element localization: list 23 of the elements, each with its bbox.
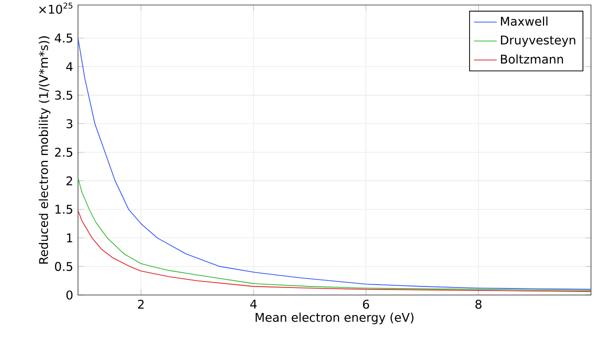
y-tick-label: 4 [66, 62, 73, 72]
x-axis-title: Mean electron energy (eV) [256, 312, 414, 324]
line-series [78, 38, 591, 290]
y-tick-label: 1.5 [56, 204, 72, 214]
x-tick-label: 2 [138, 300, 144, 309]
x-tick-label: 8 [476, 300, 482, 309]
y-tick-label: 3 [66, 119, 72, 128]
y-tick-label: 1 [66, 234, 72, 242]
y-tick-label: 2 [66, 176, 72, 186]
line-series [78, 178, 591, 291]
y-tick-label: 3.5 [55, 90, 72, 100]
y-tick-label: 0 [66, 290, 72, 300]
legend-label: Druyvesteyn [500, 36, 576, 47]
legend-label: Maxwell [500, 16, 548, 26]
text: ×10$^{25}$ [39, 2, 72, 14]
x-tick-label: 6 [363, 300, 370, 309]
y-axis-title: Reduced electron mobility (1/(V*m*s)) [38, 36, 50, 264]
y-tick-label: 0.5 [55, 262, 72, 271]
y-tick-label: 4.5 [54, 34, 72, 43]
y-tick-label: 2.5 [55, 148, 72, 157]
x-tick-label: 4 [250, 300, 257, 308]
line-series [78, 210, 591, 292]
legend-label: Boltzmann [500, 54, 563, 64]
